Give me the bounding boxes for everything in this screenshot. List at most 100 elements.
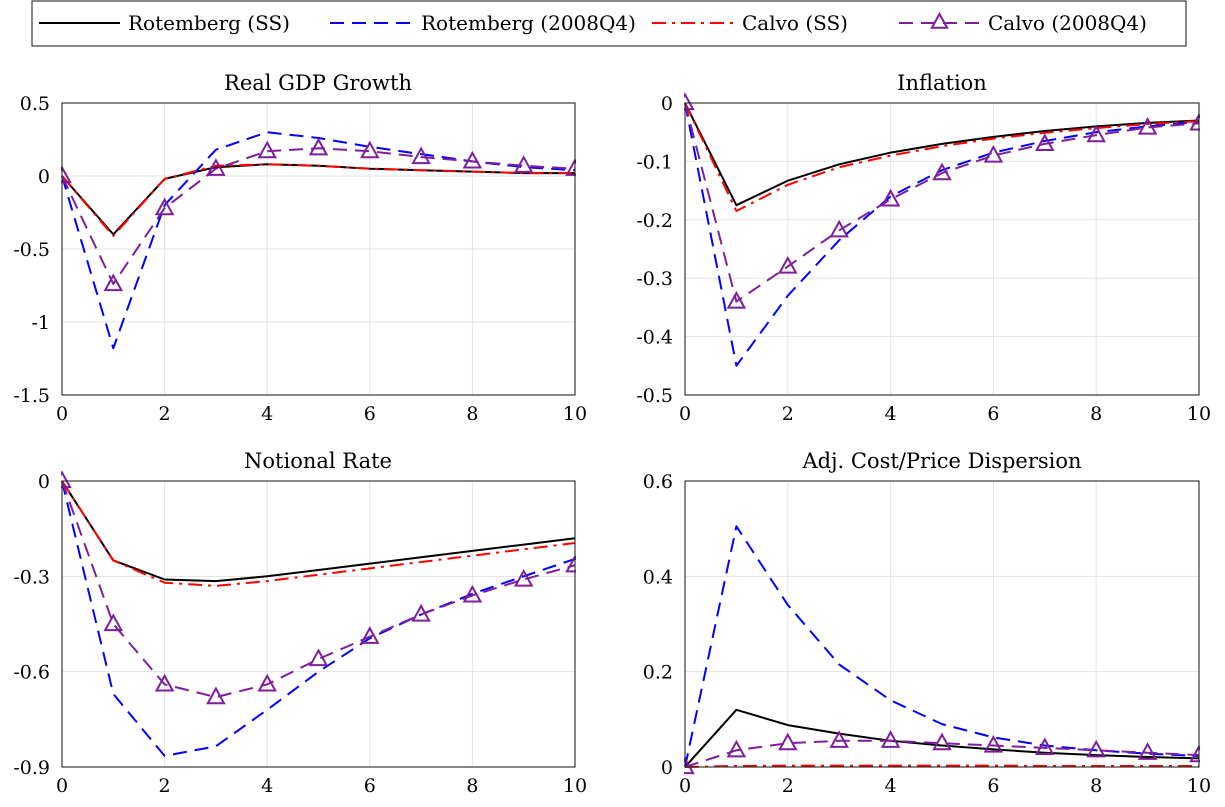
series-group — [61, 131, 576, 350]
x-tick-label: 2 — [782, 775, 794, 797]
legend: Rotemberg (SS) Rotemberg (2008Q4) Calvo … — [31, 0, 1187, 47]
data-point-marker — [932, 162, 952, 181]
data-point-marker — [257, 140, 277, 159]
y-tick-label: -0.2 — [636, 210, 673, 232]
y-tick-label: 0.5 — [20, 93, 50, 115]
panel-notional-rate: Notional Rate 0 2 4 6 8 10 -0.9 -0.6 -0.3 0 — [13, 449, 587, 797]
x-tick-label: 6 — [987, 403, 999, 425]
series-line-calvo-2008q4 — [684, 739, 1200, 768]
legend-entry-calvo-2008q4: Calvo (2008Q4) — [899, 11, 1147, 35]
x-tick-label: 6 — [364, 775, 376, 797]
series-line-rotemberg-ss — [61, 480, 576, 583]
x-tick-label: 10 — [563, 775, 587, 797]
y-tick-label: -0.3 — [636, 268, 673, 290]
data-point-marker — [829, 730, 849, 748]
x-tick-label: 10 — [1187, 775, 1211, 797]
x-tick-label: 4 — [885, 775, 897, 797]
data-point-marker — [684, 756, 695, 775]
axes-frame — [61, 102, 576, 396]
data-point-marker — [257, 673, 277, 692]
x-tick-label: 0 — [679, 403, 691, 425]
x-tick-label: 2 — [159, 403, 171, 425]
y-tick-label: 0 — [661, 93, 673, 115]
x-tick-label: 0 — [679, 775, 691, 797]
series-line-calvo-ss — [684, 764, 1199, 768]
x-tick-label: 8 — [466, 775, 478, 797]
data-point-marker — [154, 197, 175, 216]
data-point-marker — [206, 158, 226, 176]
data-point-marker — [360, 626, 380, 644]
data-point-marker — [462, 150, 483, 169]
y-tick-label: 0.2 — [643, 662, 673, 684]
legend-entry-rotemberg-ss: Rotemberg (SS) — [39, 11, 290, 35]
data-point-marker — [103, 273, 124, 292]
data-point-marker — [983, 144, 1004, 163]
data-point-marker — [308, 137, 329, 156]
legend-entry-rotemberg-2008q4: Rotemberg (2008Q4) — [330, 11, 636, 35]
legend-entry-calvo-ss: Calvo (SS) — [652, 11, 848, 35]
x-tick-label: 6 — [364, 403, 376, 425]
series-line-rotemberg-ss — [684, 102, 1200, 207]
y-tick-label: -0.6 — [13, 662, 50, 684]
x-tick-label: 10 — [563, 403, 587, 425]
panel-real-gdp-growth: Real GDP Growth 0 2 4 6 8 10 -1.5 -1 -0.5 0 0.5 — [13, 71, 587, 425]
data-point-marker — [1086, 739, 1106, 758]
x-tick-label: 4 — [885, 403, 897, 425]
y-tick-label: -0.1 — [636, 151, 673, 173]
data-point-marker — [411, 146, 431, 165]
data-point-marker — [932, 732, 952, 751]
data-point-marker — [513, 155, 534, 173]
series-line-calvo-ss — [61, 163, 575, 237]
y-tick-label: -0.5 — [636, 385, 673, 407]
legend-box — [31, 0, 1187, 47]
series-group — [61, 470, 576, 757]
legend-label: Calvo (SS) — [742, 11, 848, 35]
x-tick-label: 4 — [261, 403, 273, 425]
x-tick-label: 2 — [159, 775, 171, 797]
series-line-calvo-2008q4 — [61, 147, 576, 285]
series-line-calvo-2008q4 — [61, 480, 576, 699]
series-line-calvo-ss — [61, 480, 576, 587]
series-group — [684, 525, 1200, 775]
series-line-rotemberg-ss — [684, 708, 1200, 768]
x-tick-label: 6 — [987, 775, 999, 797]
data-point-marker — [778, 732, 798, 751]
axes-frame — [684, 480, 1200, 768]
x-tick-label: 10 — [1187, 403, 1211, 425]
data-point-marker — [1137, 742, 1158, 760]
y-tick-label: -0.9 — [13, 757, 50, 779]
data-point-marker — [206, 686, 226, 705]
y-tick-label: -1.5 — [13, 385, 50, 407]
panel-title: Inflation — [897, 71, 987, 95]
y-tick-label: 0.6 — [643, 471, 673, 493]
data-point-marker — [880, 730, 901, 748]
data-point-marker — [411, 603, 431, 622]
series-line-rotemberg-2008q4 — [684, 102, 1200, 367]
data-point-marker — [726, 290, 747, 309]
data-point-marker — [778, 255, 798, 274]
legend-label: Rotemberg (2008Q4) — [421, 11, 636, 35]
series-line-calvo-ss — [684, 102, 1200, 212]
data-point-marker — [308, 648, 329, 667]
panel-adj-cost-price-dispersion: Adj. Cost/Price Dispersion 0 2 4 6 8 10 0 0.2 0.… — [643, 449, 1211, 797]
data-point-marker — [1086, 124, 1106, 143]
legend-triangle-marker — [930, 11, 949, 29]
axes-frame — [61, 480, 576, 768]
plot-area — [62, 481, 575, 767]
legend-label: Calvo (2008Q4) — [988, 11, 1147, 35]
data-point-marker — [829, 219, 849, 238]
panel-inflation: Inflation 0 2 4 6 8 10 -0.5 -0.4 -0.3 -0.2 -0.1 0 — [636, 71, 1211, 425]
panel-title: Adj. Cost/Price Dispersion — [801, 449, 1081, 473]
axes-frame — [684, 102, 1200, 396]
x-tick-label: 4 — [261, 775, 273, 797]
y-tick-label: 0 — [38, 471, 50, 493]
data-point-marker — [1137, 116, 1158, 135]
y-tick-label: -0.5 — [13, 239, 50, 261]
x-tick-label: 8 — [1090, 403, 1102, 425]
y-tick-label: -0.4 — [636, 327, 673, 349]
y-tick-label: 0.4 — [643, 566, 673, 588]
data-point-marker — [462, 584, 483, 603]
y-tick-label: -1 — [31, 312, 50, 334]
data-point-marker — [360, 140, 380, 159]
